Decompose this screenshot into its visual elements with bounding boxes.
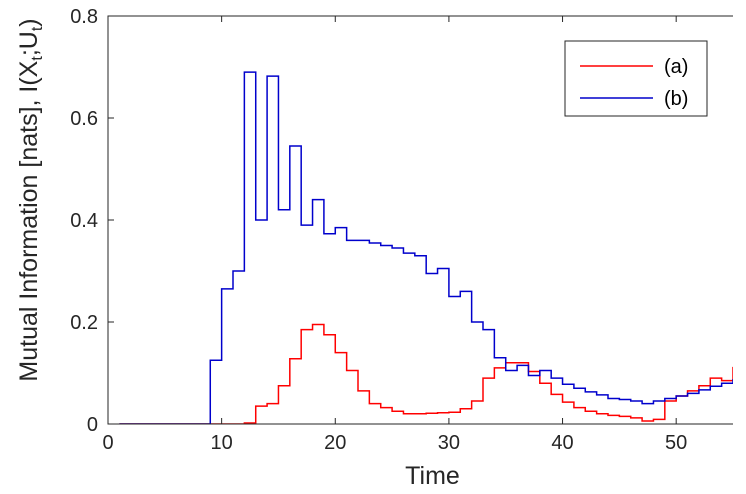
y-axis-title-main: Mutual Information [nats], I(X	[15, 60, 43, 381]
legend: (a) (b)	[564, 40, 708, 117]
x-tick-label: 20	[324, 432, 346, 454]
y-tick-label: 0.8	[70, 6, 98, 28]
y-axis-title-sub-1: t	[29, 56, 46, 61]
x-tick-label: 10	[211, 432, 233, 454]
y-axis-title-end: )	[15, 18, 43, 26]
y-axis-title-mid: ;U	[15, 31, 43, 56]
ticks-layer: 0 10 20 30 40 50 0 0.2 0.4 0.6 0.8	[70, 6, 687, 454]
x-axis-title: Time	[405, 462, 460, 490]
y-tick-label: 0.6	[70, 108, 98, 130]
y-tick-label: 0.4	[70, 210, 98, 232]
x-tick-label: 30	[438, 432, 460, 454]
x-tick-label: 50	[665, 432, 687, 454]
y-axis-title-sub-2: t	[29, 26, 46, 31]
y-axis-title: Mutual Information [nats], I(Xt;Ut)	[15, 18, 46, 381]
series-line-b	[119, 71, 733, 424]
series-line-a	[119, 323, 733, 424]
y-tick-label: 0.2	[70, 312, 98, 334]
legend-box	[564, 40, 708, 117]
x-tick-label: 40	[551, 432, 573, 454]
series-layer	[119, 71, 733, 424]
legend-label-b: (b)	[664, 88, 688, 110]
y-tick-label: 0	[87, 414, 98, 436]
x-tick-label: 0	[102, 432, 113, 454]
legend-label-a: (a)	[664, 56, 688, 78]
